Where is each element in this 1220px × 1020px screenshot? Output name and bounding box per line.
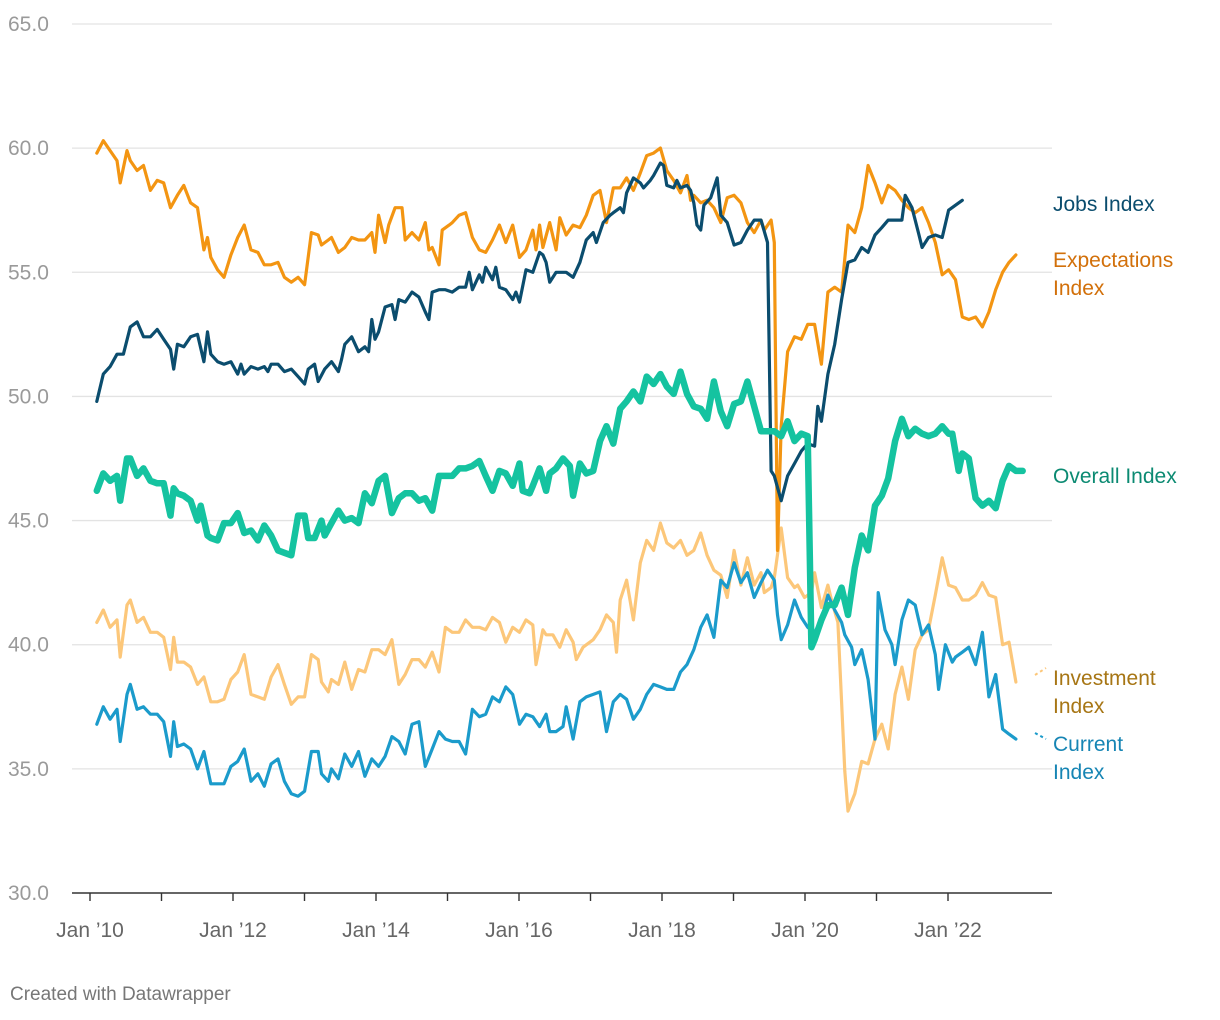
x-tick-label: Jan ’16 [485, 919, 553, 942]
investment-leader-line [1034, 667, 1047, 676]
series-line-overall-index [93, 368, 1026, 651]
series-line-investment-index [95, 521, 1018, 813]
current-leader-line [1034, 732, 1047, 740]
y-tick-label: 50.0 [8, 385, 49, 408]
series-line-current-index [95, 561, 1018, 798]
series-label-line: Overall Index [1053, 465, 1177, 488]
x-tick-label: Jan ’22 [914, 919, 982, 942]
y-axis-ticks: 30.0 35.0 40.0 45.0 50.0 55.0 60.0 65.0 [8, 13, 49, 905]
series-line-jobs-index [95, 161, 964, 503]
x-tick-label: Jan ’12 [199, 919, 267, 942]
y-tick-label: 40.0 [8, 634, 49, 657]
x-axis-ticks: Jan ’10 Jan ’12 Jan ’14 Jan ’16 Jan ’18 Jan ’… [56, 893, 982, 942]
series-label-expectations-index: Expectations Index [1053, 249, 1173, 300]
series-label-line: Index [1053, 277, 1105, 300]
x-tick-label: Jan ’10 [56, 919, 124, 942]
series-line-expectations-index [95, 139, 1018, 552]
series-label-line: Index [1053, 761, 1105, 784]
series-label-line: Index [1053, 695, 1105, 718]
series-label-line: Investment [1053, 667, 1156, 690]
series-label-current-index: Current Index [1053, 733, 1123, 784]
series-label-line: Jobs Index [1053, 193, 1155, 216]
series-label-investment-index: Investment Index [1053, 667, 1156, 718]
series-label-line: Expectations [1053, 249, 1173, 272]
x-tick-label: Jan ’18 [628, 919, 696, 942]
y-tick-label: 60.0 [8, 137, 49, 160]
x-tick-label: Jan ’14 [342, 919, 410, 942]
series-label-line: Current [1053, 733, 1123, 756]
y-tick-label: 30.0 [8, 882, 49, 905]
y-tick-label: 35.0 [8, 758, 49, 781]
x-tick-label: Jan ’20 [771, 919, 839, 942]
series-lines [93, 139, 1047, 813]
y-tick-label: 45.0 [8, 510, 49, 533]
credit-text: Created with Datawrapper [10, 984, 231, 1005]
y-tick-label: 55.0 [8, 261, 49, 284]
y-tick-label: 65.0 [8, 13, 49, 36]
series-label-overall-index: Overall Index [1053, 465, 1177, 488]
series-label-jobs-index: Jobs Index [1053, 193, 1155, 216]
series-labels: Jobs Index Expectations Index Overall Index… [1053, 193, 1177, 784]
